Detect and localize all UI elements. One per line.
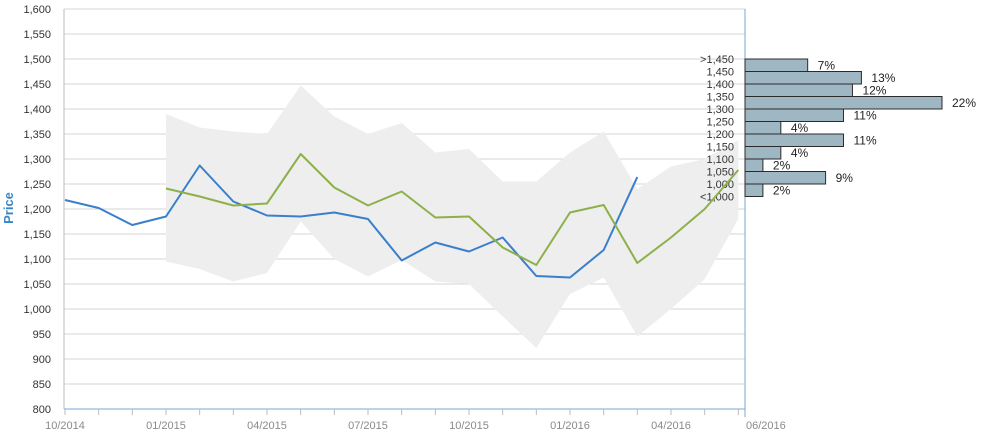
histogram-percent-label: 13% (871, 71, 895, 85)
histogram-percent-label: 2% (773, 158, 791, 172)
x-tick-label: 04/2016 (651, 420, 691, 432)
y-tick-label: 1,500 (23, 54, 51, 66)
x-axis-ticks: 10/2014 01/2015 04/2015 07/2015 10/2015 01/20… (45, 409, 786, 432)
histogram-percent-label: 9% (836, 171, 854, 185)
histogram-bar (744, 71, 862, 85)
y-tick-label: 800 (33, 404, 51, 416)
histogram-bar (744, 133, 844, 147)
x-tick-label: 10/2015 (449, 420, 489, 432)
y-tick-label: 1,100 (23, 254, 51, 266)
histogram-bar (744, 183, 764, 197)
y-tick-label: 1,200 (23, 204, 51, 216)
y-tick-label: 1,350 (23, 129, 51, 141)
histogram-bin-label: 1,100 (706, 154, 734, 166)
histogram: >1,450 7% 1,450 13% 1,400 12% 1,350 22% 1,300 11%… (700, 54, 976, 204)
histogram-percent-label: 12% (862, 83, 886, 97)
histogram-bar (744, 171, 827, 185)
histogram-bin-label: 1,450 (706, 67, 734, 79)
histogram-bar (744, 83, 853, 97)
x-tick-label: 06/2016 (746, 420, 786, 432)
green-price-line (165, 153, 740, 266)
histogram-bar (744, 96, 943, 110)
y-tick-label: 1,250 (23, 179, 51, 191)
histogram-bar (744, 108, 844, 122)
y-tick-label: 1,400 (23, 104, 51, 116)
price-lines (64, 153, 740, 279)
histogram-percent-label: 11% (854, 133, 877, 147)
y-tick-label: 1,000 (23, 304, 51, 316)
x-tick-label: 01/2016 (550, 420, 590, 432)
blue-price-line (64, 164, 639, 279)
y-tick-label: 1,050 (23, 279, 51, 291)
y-axis-ticks: 800 850 900 950 1,000 1,050 1,100 1,150 1,200 1,2… (23, 4, 51, 416)
histogram-percent-label: 22% (952, 96, 976, 110)
histogram-bar (744, 121, 782, 135)
histogram-percent-label: 4% (791, 121, 809, 135)
histogram-bin-label: 1,200 (706, 129, 734, 141)
x-tick-label: 07/2015 (348, 420, 388, 432)
histogram-bar (744, 58, 809, 72)
y-axis-label: Price (1, 192, 16, 224)
histogram-percent-label: 2% (773, 183, 791, 197)
histogram-bar (744, 146, 782, 160)
histogram-bar (744, 158, 764, 172)
histogram-bin-label: 1,400 (706, 79, 734, 91)
y-tick-label: 900 (33, 354, 51, 366)
x-tick-label: 10/2014 (45, 420, 85, 432)
y-tick-label: 1,600 (23, 4, 51, 16)
histogram-percent-label: 4% (791, 146, 809, 160)
y-tick-label: 1,300 (23, 154, 51, 166)
histogram-bin-label: 1,350 (706, 92, 734, 104)
histogram-bin-label: <1,000 (700, 192, 734, 204)
x-tick-label: 04/2015 (247, 420, 287, 432)
y-tick-label: 1,550 (23, 29, 51, 41)
y-tick-label: 950 (33, 329, 51, 341)
histogram-bin-label: 1,150 (706, 142, 734, 154)
x-tick-label: 01/2015 (146, 420, 186, 432)
histogram-bin-label: >1,450 (700, 54, 734, 66)
y-tick-label: 850 (33, 379, 51, 391)
y-tick-label: 1,450 (23, 79, 51, 91)
histogram-bin-label: 1,250 (706, 117, 734, 129)
histogram-bin-label: 1,300 (706, 104, 734, 116)
histogram-percent-label: 7% (818, 58, 836, 72)
histogram-bin-label: 1,050 (706, 167, 734, 179)
histogram-percent-label: 11% (854, 108, 877, 122)
y-tick-label: 1,150 (23, 229, 51, 241)
